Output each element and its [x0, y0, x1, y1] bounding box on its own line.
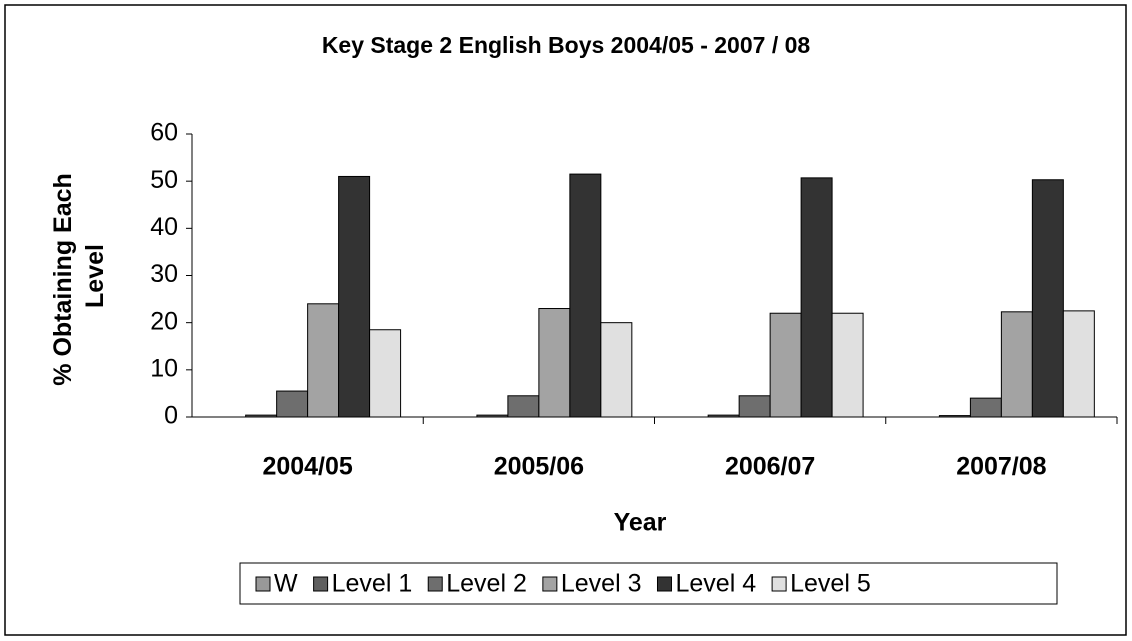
y-tick-label: 60	[150, 119, 178, 147]
y-axis-label-line: % Obtaining Each	[49, 173, 77, 386]
y-axis-label: % Obtaining Each Level	[49, 166, 109, 385]
bar	[738, 395, 771, 418]
legend-label: Level 5	[790, 570, 871, 598]
legend-label: W	[274, 570, 298, 598]
x-tick-label: 2005/06	[494, 453, 584, 481]
bar	[1062, 310, 1095, 418]
x-tick-label: 2004/05	[262, 453, 352, 481]
y-tick-label: 20	[150, 307, 178, 335]
bar	[507, 395, 540, 418]
bar	[600, 322, 633, 418]
x-tick-label: 2007/08	[956, 453, 1046, 481]
bar	[831, 312, 864, 418]
y-tick-label: 40	[150, 213, 178, 241]
legend-swatch	[656, 576, 672, 592]
bar	[969, 397, 1002, 418]
bar	[276, 390, 309, 418]
legend-label: Level 3	[561, 570, 642, 598]
bar	[1000, 311, 1033, 418]
y-axis-label-line: Level	[81, 244, 109, 308]
chart-title: Key Stage 2 English Boys 2004/05 - 2007 …	[322, 32, 811, 58]
legend-swatch	[542, 576, 558, 592]
legend-swatch	[313, 576, 329, 592]
y-tick-label: 0	[164, 402, 178, 430]
bar	[800, 177, 833, 418]
bar	[538, 308, 571, 418]
bar	[1031, 179, 1064, 418]
bar	[569, 173, 602, 418]
x-tick-label: 2006/07	[725, 453, 815, 481]
legend-label: Level 4	[675, 570, 756, 598]
bar	[769, 312, 802, 418]
legend-label: Level 2	[446, 570, 527, 598]
x-axis-label: Year	[614, 509, 667, 537]
y-tick-label: 30	[150, 260, 178, 288]
y-tick-label: 50	[150, 166, 178, 194]
y-tick-label: 10	[150, 354, 178, 382]
legend-swatch	[255, 576, 271, 592]
legend-label: Level 1	[332, 570, 413, 598]
bar	[369, 329, 402, 418]
legend-swatch	[771, 576, 787, 592]
bar	[307, 303, 340, 418]
legend-swatch	[427, 576, 443, 592]
bar	[338, 175, 371, 418]
legend-box	[239, 562, 1058, 605]
